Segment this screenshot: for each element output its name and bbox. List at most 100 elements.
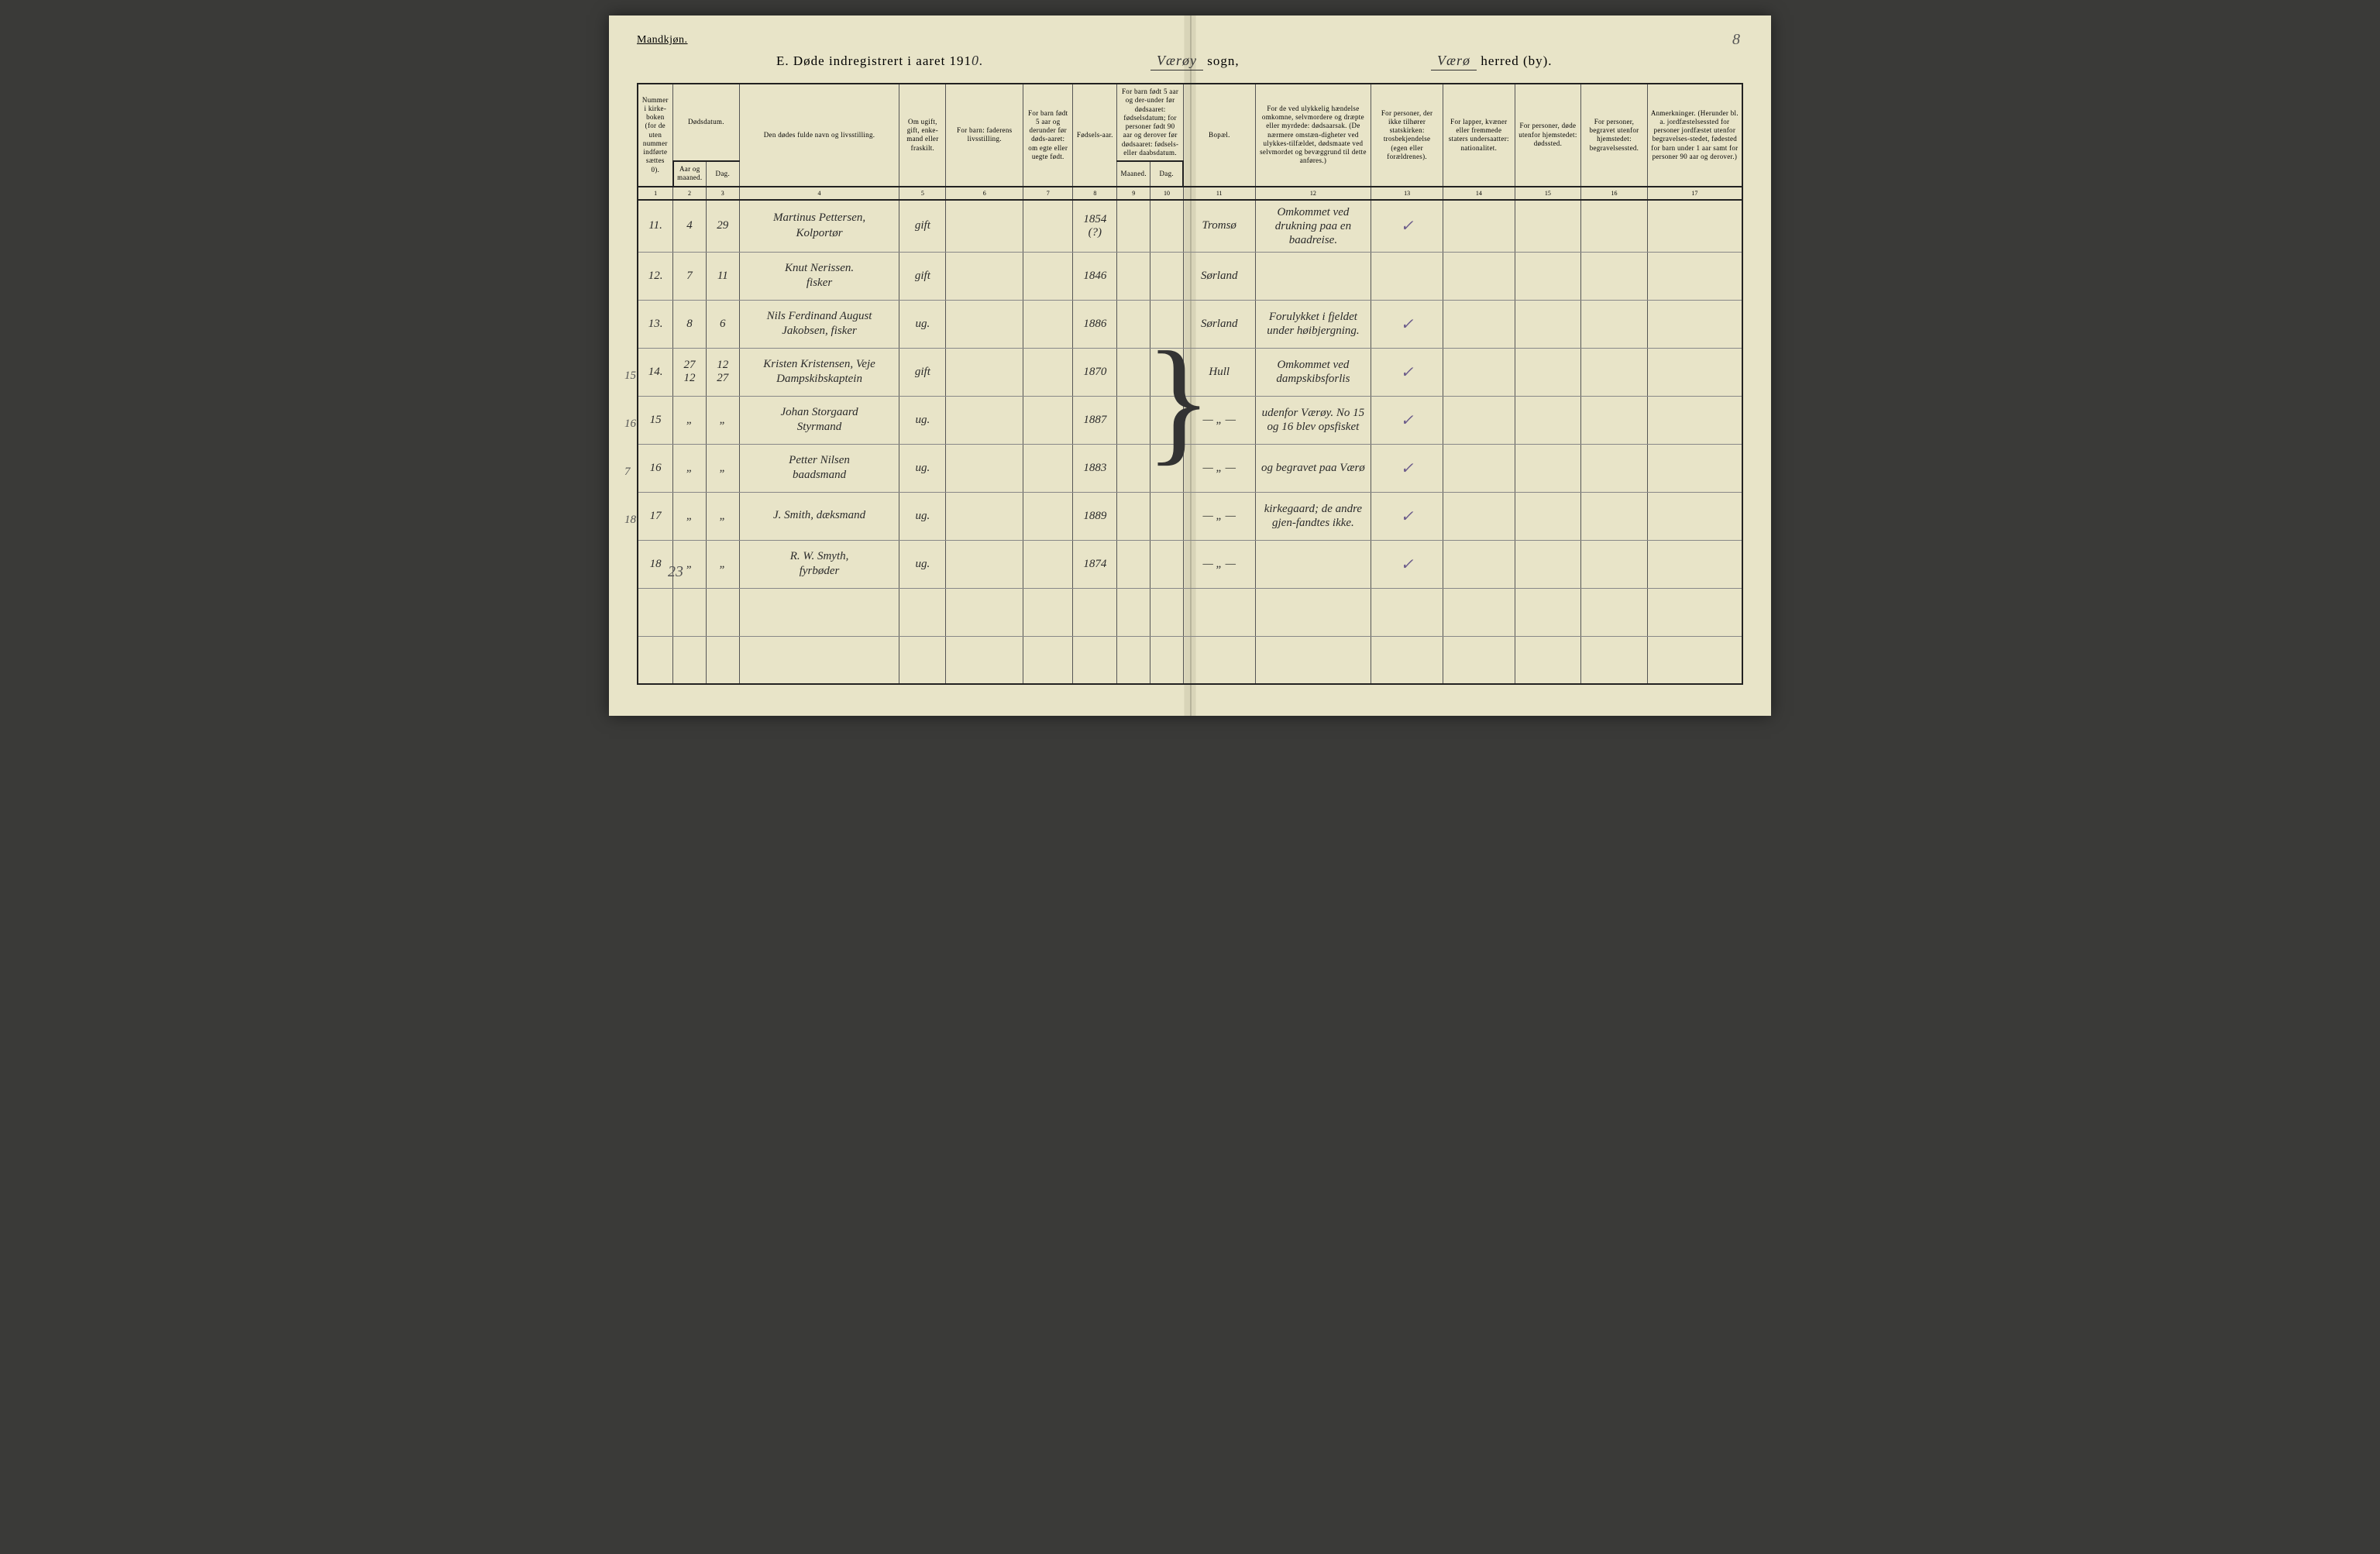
cell-aar: „: [673, 444, 707, 492]
cell-no: 17: [638, 492, 673, 540]
cell-anm: [1647, 200, 1742, 253]
cell-cause: [1255, 252, 1371, 300]
cell-father: [946, 300, 1023, 348]
cell-egte: [1023, 252, 1073, 300]
col-num: 1: [638, 187, 673, 200]
cell-egte: [1023, 444, 1073, 492]
col-num: 3: [706, 187, 739, 200]
cell-dsted: [1515, 300, 1581, 348]
cell-nat: [1443, 300, 1515, 348]
th-dods: Dødsdatum.: [673, 84, 740, 161]
cell-anm: [1647, 396, 1742, 444]
cell-aar: [673, 636, 707, 684]
cell-nat: [1443, 348, 1515, 396]
cell-cause: og begravet paa Værø: [1255, 444, 1371, 492]
cell-tros: [1371, 588, 1443, 636]
cell-tros: ✓: [1371, 540, 1443, 588]
cell-dsted: [1515, 396, 1581, 444]
cell-dag: [706, 588, 739, 636]
check-icon: ✓: [1401, 556, 1414, 573]
cell-bopael: Hull: [1183, 348, 1255, 396]
col-num: 8: [1073, 187, 1117, 200]
th-9: Maaned.: [1117, 161, 1150, 187]
cell-cause: [1255, 636, 1371, 684]
cell-faar: 1887: [1073, 396, 1117, 444]
cell-dsted: [1515, 588, 1581, 636]
cell-fmnd: [1117, 348, 1150, 396]
cell-father: [946, 588, 1023, 636]
th-6: For barn: faderens livsstilling.: [946, 84, 1023, 187]
table-row: 15„„Johan StorgaardStyrmandug.1887— „ —u…: [638, 396, 1742, 444]
table-row: 17„„J. Smith, dæksmandug.1889— „ —kirkeg…: [638, 492, 1742, 540]
cell-egte: [1023, 540, 1073, 588]
col-num: 4: [739, 187, 899, 200]
sogn-hw: Værøy: [1150, 53, 1203, 70]
cell-aar: [673, 588, 707, 636]
cell-aar: 4: [673, 200, 707, 253]
cell-fmnd: [1117, 444, 1150, 492]
cell-egte: [1023, 348, 1073, 396]
cell-egte: [1023, 492, 1073, 540]
col-num: 15: [1515, 187, 1581, 200]
cell-bopael: — „ —: [1183, 492, 1255, 540]
cell-nat: [1443, 588, 1515, 636]
cell-aar: „: [673, 492, 707, 540]
cell-bopael: Sørland: [1183, 300, 1255, 348]
th-1: Nummer i kirke-boken (for de uten nummer…: [638, 84, 673, 187]
cell-egte: [1023, 300, 1073, 348]
cell-anm: [1647, 636, 1742, 684]
cell-dag: 29: [706, 200, 739, 253]
cell-name: Knut Nerissen.fisker: [739, 252, 899, 300]
cell-civil: ug.: [899, 444, 946, 492]
col-num: 12: [1255, 187, 1371, 200]
cell-nat: [1443, 540, 1515, 588]
cell-civil: [899, 588, 946, 636]
cell-bopael: [1183, 636, 1255, 684]
cell-tros: ✓: [1371, 200, 1443, 253]
cell-civil: ug.: [899, 540, 946, 588]
cell-nat: [1443, 492, 1515, 540]
th-7: For barn født 5 aar og derunder før døds…: [1023, 84, 1073, 187]
cell-civil: gift: [899, 200, 946, 253]
title-left: E. Døde indregistrert i aaret 1910.: [637, 53, 1089, 69]
th-16: For personer, begravet utenfor hjemstede…: [1581, 84, 1648, 187]
cell-name: Petter Nilsenbaadsmand: [739, 444, 899, 492]
cell-bsted: [1581, 588, 1648, 636]
cell-father: [946, 540, 1023, 588]
col-num: 11: [1183, 187, 1255, 200]
title-sogn: Værøy sogn,: [1150, 53, 1369, 70]
cell-fdag: [1150, 200, 1184, 253]
cell-bsted: [1581, 636, 1648, 684]
cell-bopael: Tromsø: [1183, 200, 1255, 253]
cell-cause: kirkegaard; de andre gjen-fandtes ikke.: [1255, 492, 1371, 540]
margin-note-18: 18: [624, 514, 636, 527]
cell-dag: „: [706, 396, 739, 444]
cell-dag: [706, 636, 739, 684]
cell-dag: 1227: [706, 348, 739, 396]
cell-dsted: [1515, 200, 1581, 253]
table-row: 13.86Nils Ferdinand AugustJakobsen, fisk…: [638, 300, 1742, 348]
cell-civil: gift: [899, 252, 946, 300]
cell-dag: „: [706, 444, 739, 492]
cell-father: [946, 492, 1023, 540]
cell-bsted: [1581, 300, 1648, 348]
cell-aar: 8: [673, 300, 707, 348]
th-2: Aar og maaned.: [673, 161, 707, 187]
check-icon: ✓: [1401, 508, 1414, 525]
cell-bsted: [1581, 396, 1648, 444]
cell-fdag: [1150, 444, 1184, 492]
table-row: 12.711Knut Nerissen.fiskergift1846Sørlan…: [638, 252, 1742, 300]
table-row: 18„„R. W. Smyth,fyrbøderug.1874— „ —✓: [638, 540, 1742, 588]
cell-nat: [1443, 396, 1515, 444]
cell-fmnd: [1117, 636, 1150, 684]
cell-fdag: [1150, 300, 1184, 348]
herred-hw: Værø: [1431, 53, 1477, 70]
check-icon: ✓: [1401, 412, 1414, 429]
cell-egte: [1023, 200, 1073, 253]
cell-anm: [1647, 540, 1742, 588]
cell-tros: [1371, 252, 1443, 300]
sogn-label: sogn,: [1207, 53, 1239, 68]
cell-fdag: [1150, 588, 1184, 636]
cell-civil: [899, 636, 946, 684]
cell-aar: „: [673, 396, 707, 444]
